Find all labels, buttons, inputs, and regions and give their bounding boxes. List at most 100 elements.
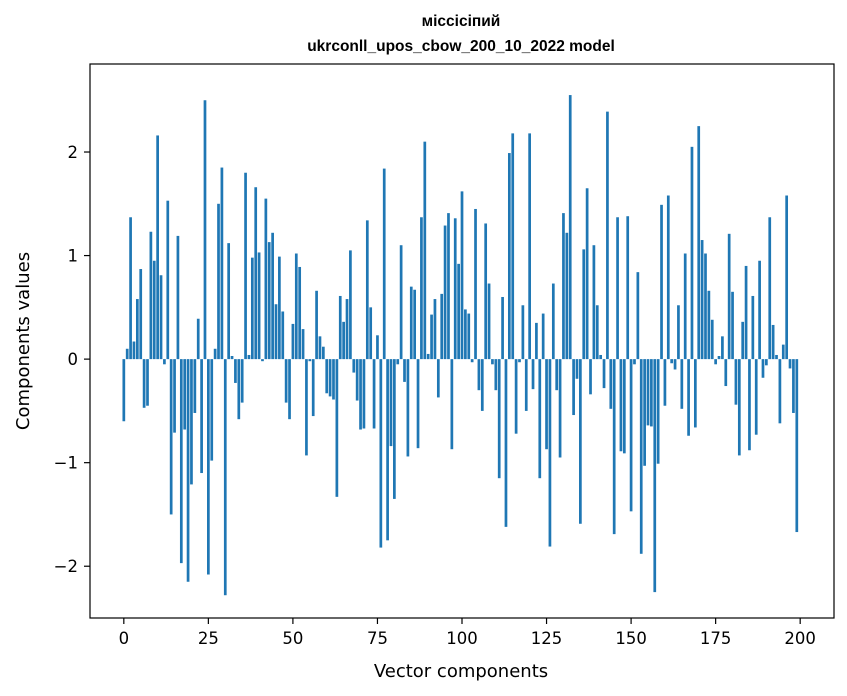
bar-174 xyxy=(710,319,714,360)
bar-170 xyxy=(697,126,701,360)
bar-60 xyxy=(325,359,329,394)
bar-47 xyxy=(281,311,285,360)
bar-15 xyxy=(173,359,176,433)
bar-175 xyxy=(714,359,717,365)
bar-129 xyxy=(558,359,562,458)
bar-123 xyxy=(538,359,542,479)
bar-55 xyxy=(308,359,312,362)
bar-79 xyxy=(389,359,393,447)
bar-23 xyxy=(200,359,203,474)
bar-184 xyxy=(744,265,748,360)
bar-128 xyxy=(555,359,559,391)
bar-21 xyxy=(193,359,197,413)
bar-62 xyxy=(332,359,335,400)
bar-118 xyxy=(521,305,525,360)
bar-2 xyxy=(129,217,132,360)
bar-179 xyxy=(727,233,731,360)
bar-190 xyxy=(765,359,768,366)
y-tick-label: 2 xyxy=(68,143,79,162)
bar-39 xyxy=(254,187,258,360)
y-tick-label: −1 xyxy=(54,454,78,473)
bar-162 xyxy=(670,359,674,364)
bar-99 xyxy=(457,263,460,360)
bars-group xyxy=(122,95,799,596)
bar-12 xyxy=(163,359,166,365)
bar-178 xyxy=(724,359,728,387)
bar-36 xyxy=(244,172,247,360)
chart-title: міссісіпий xyxy=(422,13,501,30)
bar-116 xyxy=(514,359,518,434)
bar-173 xyxy=(707,290,711,360)
bar-64 xyxy=(338,295,342,360)
bar-146 xyxy=(616,217,619,360)
bar-43 xyxy=(267,242,271,360)
bar-49 xyxy=(288,359,291,420)
bar-187 xyxy=(754,359,758,435)
bar-5 xyxy=(139,269,143,360)
bar-85 xyxy=(409,286,413,360)
x-tick-label: 175 xyxy=(700,629,732,648)
bar-150 xyxy=(629,359,633,512)
bar-193 xyxy=(775,354,778,360)
bar-167 xyxy=(687,359,690,436)
bar-38 xyxy=(250,257,254,360)
y-tick-label: −2 xyxy=(54,557,78,576)
x-tick-label: 150 xyxy=(615,629,647,648)
x-tick-label: 50 xyxy=(282,629,303,648)
bar-140 xyxy=(595,305,599,360)
bar-84 xyxy=(406,359,410,457)
bar-32 xyxy=(230,356,234,360)
bar-0 xyxy=(122,359,126,422)
bar-35 xyxy=(240,359,244,403)
bar-13 xyxy=(166,200,170,360)
bar-156 xyxy=(650,359,653,427)
bar-7 xyxy=(146,359,149,406)
bar-22 xyxy=(196,318,200,360)
bar-94 xyxy=(440,293,444,360)
bar-161 xyxy=(666,195,670,360)
bar-177 xyxy=(721,336,724,360)
bar-20 xyxy=(190,359,193,485)
bar-195 xyxy=(781,344,785,360)
bar-134 xyxy=(575,359,579,379)
bar-69 xyxy=(355,359,359,401)
bar-186 xyxy=(751,295,755,360)
bar-57 xyxy=(315,290,318,360)
x-axis-ticks: 0 25 50 75 100 125 150 175 200 xyxy=(119,618,816,648)
bar-172 xyxy=(704,253,707,360)
plot-frame xyxy=(89,63,835,619)
bar-97 xyxy=(450,359,454,450)
bar-3 xyxy=(132,341,136,360)
bar-26 xyxy=(210,359,214,461)
bar-155 xyxy=(646,359,650,426)
bar-77 xyxy=(382,168,386,360)
bar-76 xyxy=(379,359,383,548)
bar-133 xyxy=(572,359,575,416)
bar-139 xyxy=(592,245,596,360)
bar-153 xyxy=(639,359,643,554)
bar-17 xyxy=(179,359,183,564)
bar-166 xyxy=(683,253,687,360)
bar-95 xyxy=(443,225,447,360)
bar-115 xyxy=(511,133,515,360)
bar-157 xyxy=(653,359,657,593)
bar-14 xyxy=(169,359,173,515)
bar-29 xyxy=(220,167,224,360)
bar-121 xyxy=(531,359,535,390)
bar-1 xyxy=(125,348,129,360)
bar-9 xyxy=(152,260,156,360)
bar-111 xyxy=(497,359,501,479)
bar-185 xyxy=(748,359,751,451)
bar-44 xyxy=(271,232,274,360)
bar-197 xyxy=(788,359,792,369)
bar-4 xyxy=(135,299,139,360)
bar-188 xyxy=(758,260,761,360)
bar-149 xyxy=(626,216,630,360)
bar-74 xyxy=(372,359,376,429)
bar-138 xyxy=(589,359,592,395)
bar-11 xyxy=(159,275,163,360)
bar-101 xyxy=(464,309,467,360)
bar-6 xyxy=(142,359,146,408)
bar-147 xyxy=(619,359,623,452)
bar-93 xyxy=(436,359,440,398)
